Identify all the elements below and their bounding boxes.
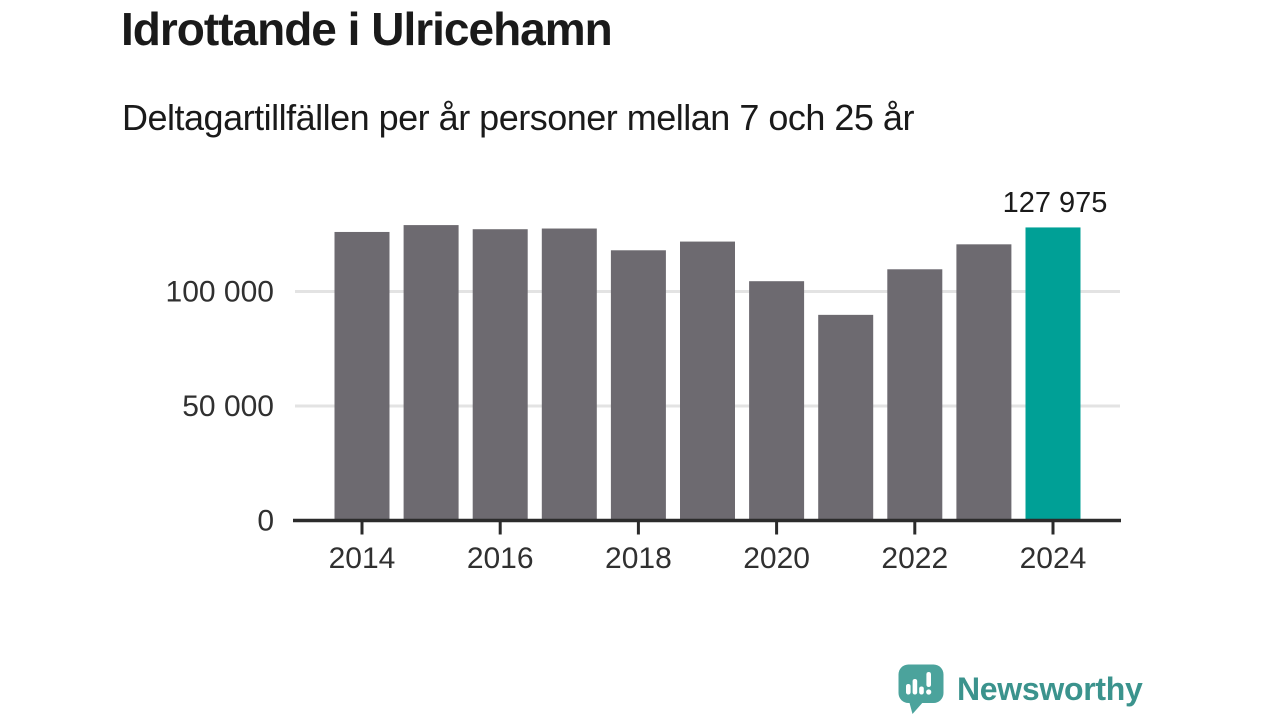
- bar: [887, 269, 943, 521]
- bar: [541, 228, 597, 521]
- mini-bar-3: [919, 686, 924, 695]
- bar: [680, 241, 735, 521]
- y-tick-label: 0: [257, 505, 274, 538]
- bar-highlighted: [1025, 227, 1081, 521]
- y-tick-label: 50 000: [182, 390, 274, 423]
- bar: [749, 281, 805, 521]
- x-tick-label: 2024: [1020, 542, 1087, 575]
- bar: [610, 250, 666, 521]
- bar: [956, 244, 1012, 521]
- chart-title: Idrottande i Ulricehamn: [121, 3, 613, 55]
- x-tick-label: 2016: [467, 542, 534, 575]
- bar: [818, 314, 874, 521]
- bar: [472, 229, 528, 521]
- exclamation-stem: [926, 672, 931, 687]
- speech-bubble-tail: [909, 701, 924, 714]
- brand-wordmark: Newsworthy: [957, 670, 1143, 707]
- bar: [403, 225, 459, 521]
- x-tick-label: 2018: [605, 542, 672, 575]
- value-label: 127 975: [1003, 187, 1108, 219]
- x-tick-label: 2022: [881, 542, 948, 575]
- x-tick-label: 2020: [743, 542, 810, 575]
- exclamation-dot: [926, 689, 932, 695]
- mini-bar-2: [912, 679, 918, 695]
- speech-bubble: [898, 664, 944, 703]
- x-tick-label: 2014: [329, 542, 396, 575]
- mini-bar-1: [906, 684, 911, 695]
- bar: [334, 231, 390, 521]
- y-tick-label: 100 000: [166, 276, 274, 309]
- newsworthy-logo-icon: [898, 664, 944, 714]
- chart-subtitle: Deltagartillfällen per år personer mella…: [122, 97, 914, 138]
- brand-footer: Newsworthy: [897, 663, 1143, 715]
